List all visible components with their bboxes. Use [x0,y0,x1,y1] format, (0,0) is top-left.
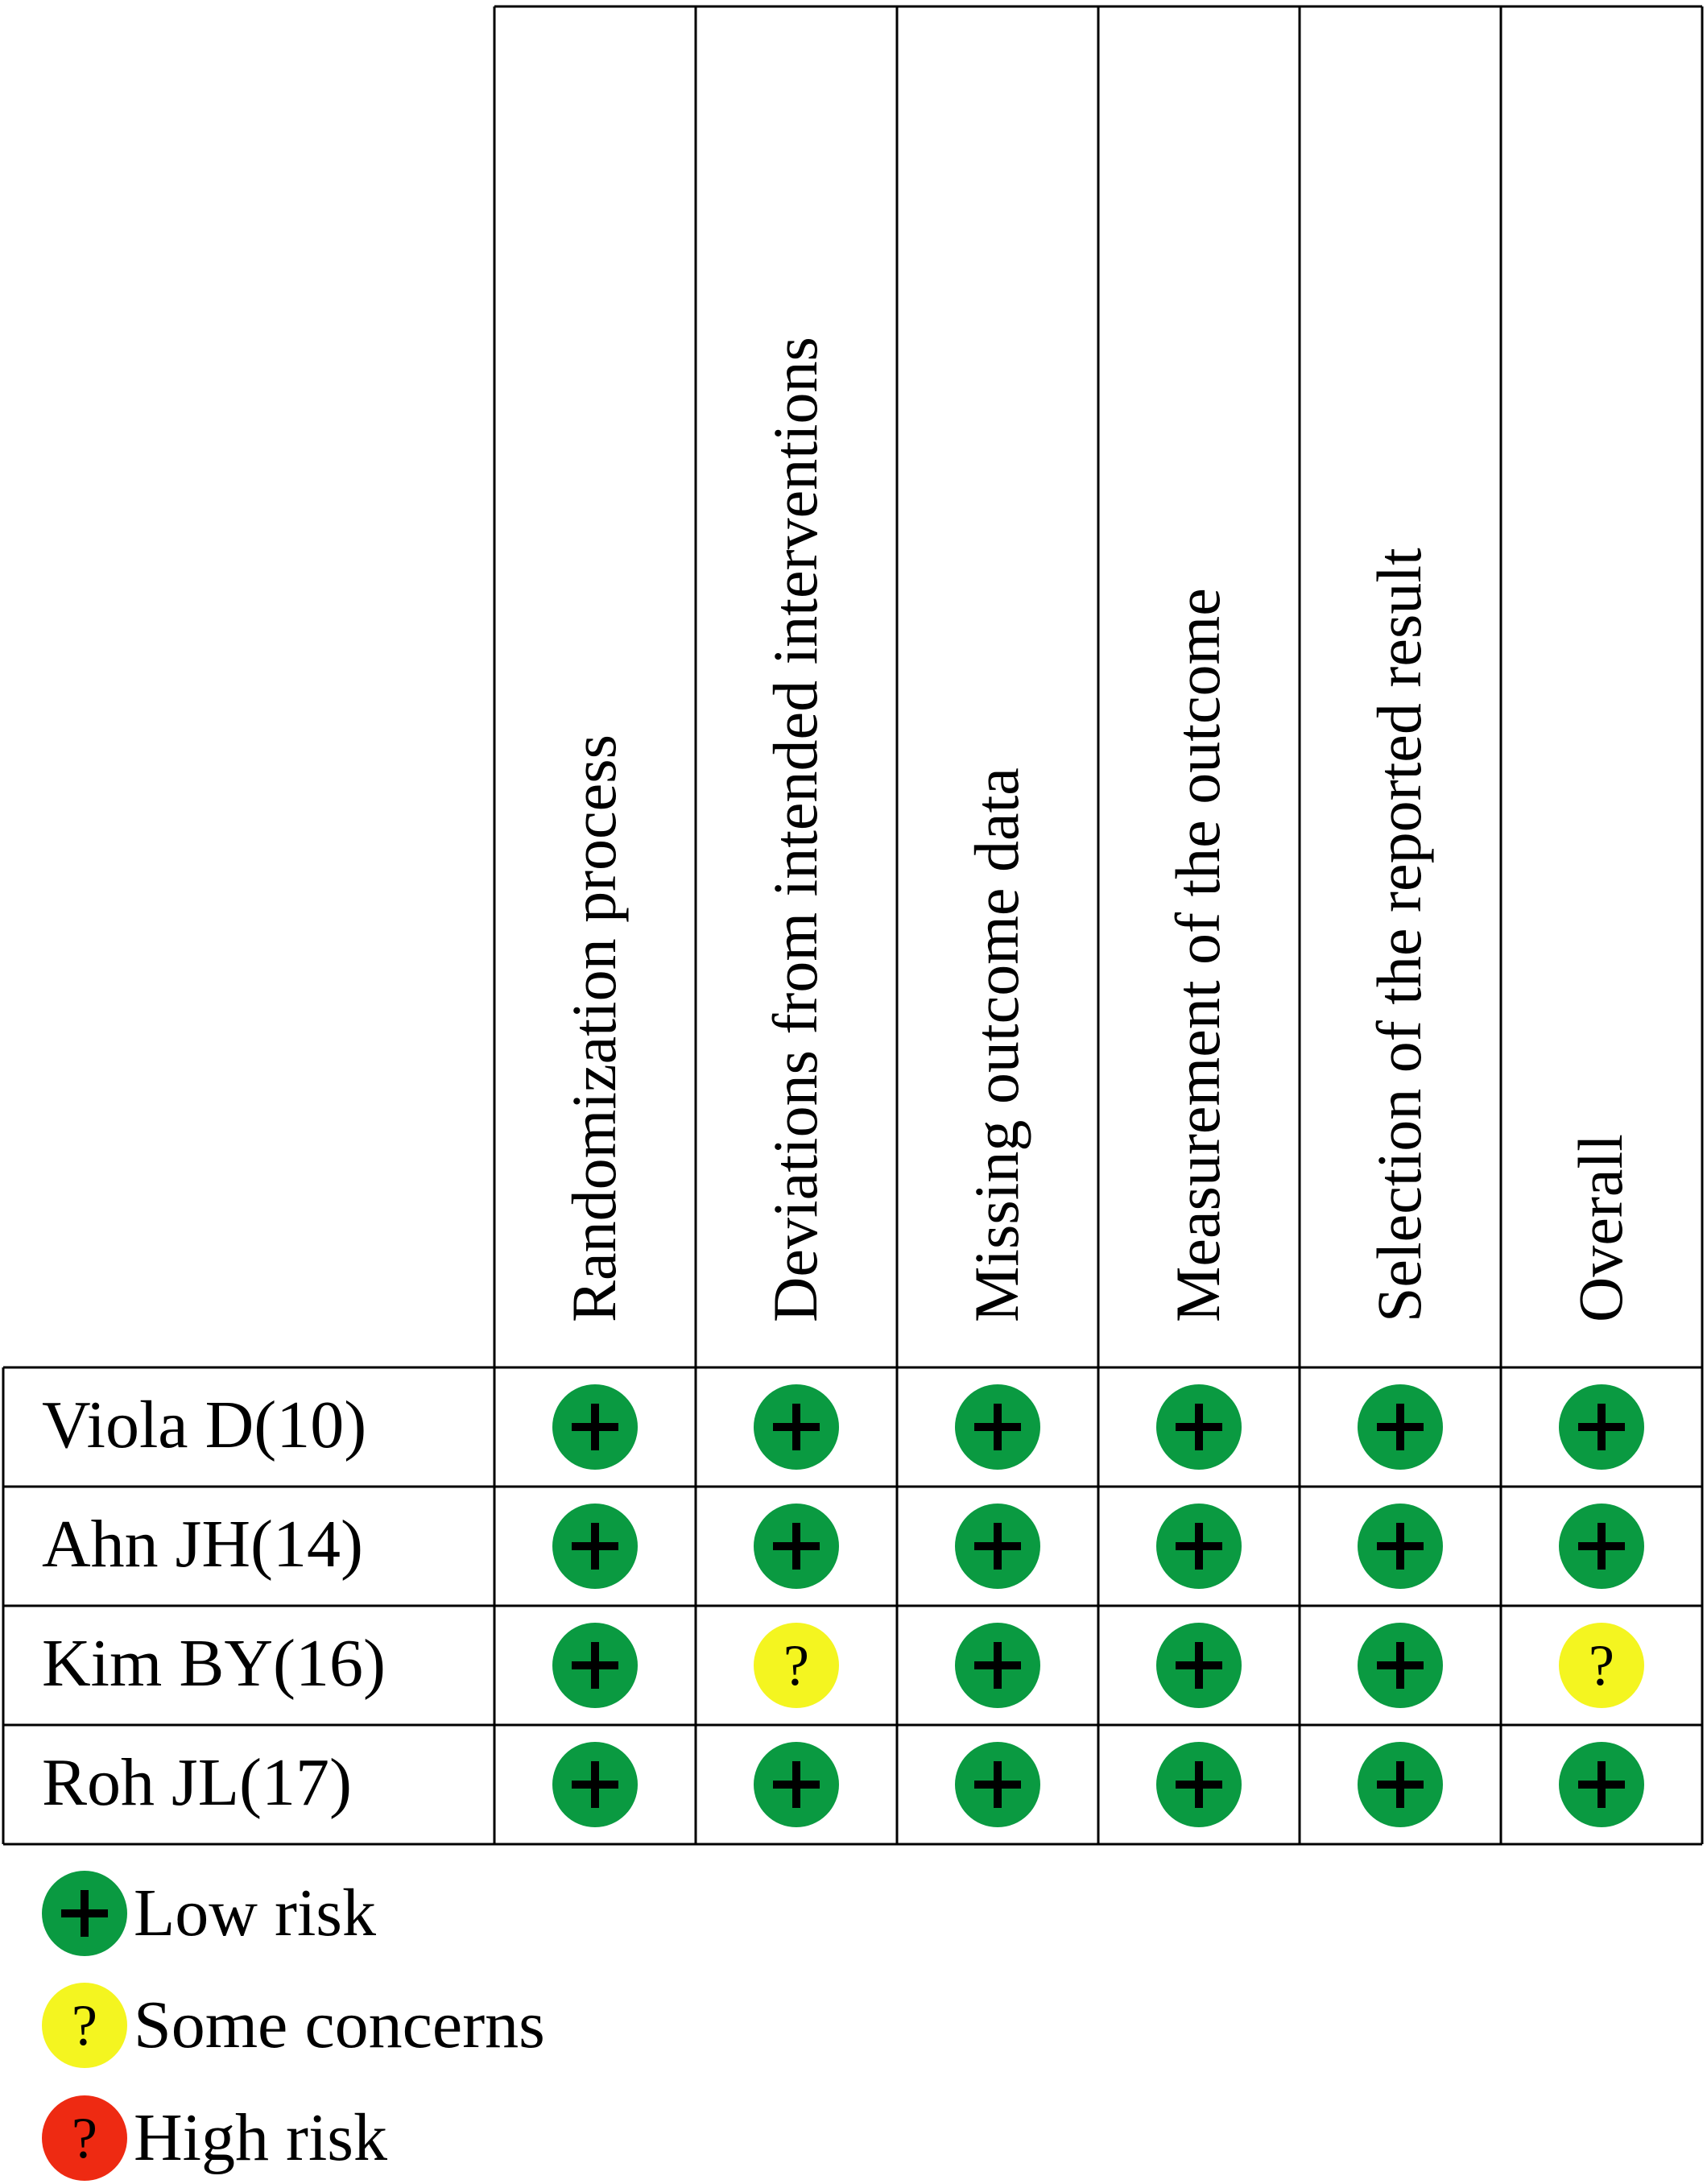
risk-mark-low [1358,1623,1443,1708]
domain-header: Deviations from intended interventions [760,337,830,1322]
legend-item-low: Low risk [42,1869,376,1958]
legend-label: Low risk [134,1876,376,1950]
question-mark-icon: ? [72,2106,97,2170]
risk-mark-low [955,1384,1040,1470]
plus-icon [1578,1523,1625,1570]
legend-item-high: ? High risk [42,2094,387,2182]
risk-mark-some: ? [1559,1623,1644,1708]
risk-mark-low [552,1742,638,1827]
risk-mark-low [754,1742,839,1827]
risk-mark-low [552,1623,638,1708]
risk-mark-low [552,1384,638,1470]
question-mark-icon: ? [783,1633,809,1698]
plus-icon [773,1761,820,1808]
plus-icon [1377,1523,1424,1570]
plus-icon [61,1890,108,1937]
risk-mark-low [1156,1384,1242,1470]
plus-icon [1377,1642,1424,1689]
risk-mark-low [1559,1742,1644,1827]
risk-mark-low [1358,1742,1443,1827]
domain-header: Selection of the reported result [1364,548,1434,1322]
risk-mark-low [955,1742,1040,1827]
plus-icon [572,1404,618,1450]
risk-mark-low [1156,1623,1242,1708]
question-mark-icon: ? [72,1993,97,2058]
plus-icon [1176,1642,1222,1689]
domain-header: Randomization process [559,734,629,1322]
plus-icon [773,1523,820,1570]
risk-mark-low [1358,1504,1443,1589]
risk-mark-low [1559,1504,1644,1589]
legend-label: Some concerns [134,1988,545,2062]
plus-icon [1578,1761,1625,1808]
domain-header: Measurement of the outcome [1163,588,1233,1322]
study-name: Ahn JH(14) [42,1507,363,1582]
plus-icon [1377,1761,1424,1808]
risk-mark-low [552,1504,638,1589]
question-mark-icon: ? [1589,1633,1614,1698]
legend-mark-low [42,1871,127,1956]
domain-header: Overall [1565,1134,1635,1322]
plus-icon [974,1404,1021,1450]
plus-icon [773,1404,820,1450]
plus-icon [572,1523,618,1570]
legend-item-some: ? Some concerns [42,1981,545,2070]
plus-icon [974,1523,1021,1570]
legend-mark-high: ? [42,2095,127,2181]
plus-icon [1176,1761,1222,1808]
legend-mark-some: ? [42,1983,127,2068]
risk-mark-low [1156,1742,1242,1827]
risk-mark-some: ? [754,1623,839,1708]
risk-mark-low [1358,1384,1443,1470]
plus-icon [974,1761,1021,1808]
study-name: Viola D(10) [42,1388,367,1462]
plus-icon [974,1642,1021,1689]
plus-icon [1377,1404,1424,1450]
risk-mark-low [955,1504,1040,1589]
risk-mark-low [754,1384,839,1470]
domain-header: Missing outcome data [961,767,1031,1322]
risk-mark-low [754,1504,839,1589]
plus-icon [1176,1404,1222,1450]
risk-mark-low [1156,1504,1242,1589]
legend-label: High risk [134,2100,387,2175]
plus-icon [1578,1404,1625,1450]
plus-icon [572,1761,618,1808]
plus-icon [572,1642,618,1689]
study-name: Roh JL(17) [42,1745,352,1820]
risk-mark-low [955,1623,1040,1708]
risk-mark-low [1559,1384,1644,1470]
plus-icon [1176,1523,1222,1570]
study-name: Kim BY(16) [42,1626,386,1701]
